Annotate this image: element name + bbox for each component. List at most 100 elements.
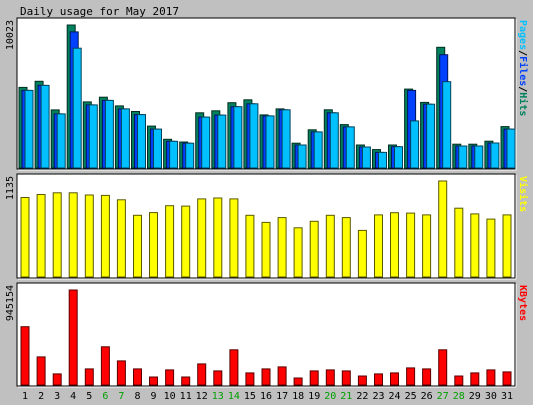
x-tick-label-day-24: 24: [388, 391, 400, 402]
bar-visits-day-9: [150, 213, 158, 277]
bar-pages-day-7: [121, 109, 129, 168]
x-tick-label-day-1: 1: [22, 391, 28, 402]
bar-visits-day-3: [53, 193, 61, 277]
bar-pages-day-15: [250, 104, 258, 168]
bar-kbytes-day-16: [262, 369, 270, 385]
x-tick-label-day-20: 20: [324, 391, 336, 402]
legend-entry: Files: [517, 56, 529, 86]
bar-pages-day-23: [379, 152, 387, 168]
bar-kbytes-day-13: [214, 371, 222, 385]
x-tick-label-day-9: 9: [150, 391, 156, 402]
bar-pages-day-14: [234, 107, 242, 168]
x-tick-label-day-7: 7: [118, 391, 124, 402]
bar-visits-day-6: [101, 195, 109, 277]
bar-pages-day-22: [362, 147, 370, 168]
bar-visits-day-12: [198, 199, 206, 277]
chart-panels: 10023 Pages/Files/Hits 1135 Visits 945154 KBy…: [5, 18, 529, 387]
bar-kbytes-day-21: [342, 371, 350, 385]
x-tick-label-day-31: 31: [501, 391, 513, 402]
bar-pages-day-9: [154, 129, 162, 168]
x-tick-label-day-23: 23: [372, 391, 384, 402]
x-tick-label-day-19: 19: [308, 391, 320, 402]
y-max-label: 1135: [5, 176, 16, 200]
bar-kbytes-day-31: [503, 372, 511, 385]
x-tick-label-day-30: 30: [485, 391, 497, 402]
bar-kbytes-day-26: [423, 369, 431, 385]
bar-visits-day-8: [134, 215, 142, 277]
x-tick-label-day-15: 15: [244, 391, 256, 402]
bar-visits-day-29: [471, 214, 479, 277]
bar-visits-day-19: [310, 221, 318, 277]
bar-visits-day-28: [455, 208, 463, 277]
x-tick-label-day-3: 3: [54, 391, 60, 402]
bar-pages-day-13: [218, 115, 226, 168]
bar-pages-day-4: [73, 48, 81, 168]
legend-entry: KBytes: [517, 285, 528, 321]
bar-pages-day-29: [475, 146, 483, 168]
bar-kbytes-day-10: [166, 370, 174, 385]
legend-kbytes: KBytes: [517, 285, 528, 321]
bar-visits-day-11: [182, 206, 190, 277]
bar-kbytes-day-1: [21, 327, 29, 385]
bar-pages-day-26: [427, 104, 435, 168]
bar-pages-day-30: [491, 143, 499, 168]
x-tick-label-day-27: 27: [437, 391, 449, 402]
bar-visits-day-23: [375, 215, 383, 277]
x-tick-label-day-8: 8: [134, 391, 140, 402]
legend-entry: Hits: [517, 92, 529, 116]
x-tick-label-day-6: 6: [102, 391, 108, 402]
bar-pages-day-6: [105, 100, 113, 168]
bar-pages-day-3: [57, 114, 65, 168]
bar-kbytes-day-27: [439, 350, 447, 385]
bar-pages-day-17: [282, 110, 290, 168]
y-max-label: 945154: [5, 285, 16, 321]
bar-pages-day-5: [89, 105, 97, 168]
legend-entry: Pages: [517, 20, 528, 50]
bar-visits-day-16: [262, 222, 270, 277]
bar-kbytes-day-24: [391, 373, 399, 385]
bar-kbytes-day-2: [37, 357, 45, 385]
bar-visits-day-7: [117, 200, 125, 277]
x-tick-label-day-10: 10: [164, 391, 176, 402]
bar-pages-day-27: [443, 82, 451, 168]
bar-pages-day-18: [298, 145, 306, 168]
bar-visits-day-20: [326, 215, 334, 277]
bar-pages-day-11: [186, 143, 194, 168]
bar-kbytes-day-4: [69, 290, 77, 385]
bar-pages-day-1: [25, 90, 33, 168]
legend-entry: Visits: [517, 176, 529, 212]
bar-kbytes-day-17: [278, 367, 286, 385]
legend-hits_files_pages: Pages/Files/Hits: [517, 20, 529, 116]
bar-visits-day-5: [85, 195, 93, 277]
bar-pages-day-2: [41, 85, 49, 168]
bar-kbytes-day-30: [487, 370, 495, 385]
chart-title: Daily usage for May 2017: [20, 5, 179, 18]
bar-visits-day-15: [246, 215, 254, 277]
bar-kbytes-day-12: [198, 364, 206, 385]
x-tick-label-day-17: 17: [276, 391, 288, 402]
bar-visits-day-13: [214, 198, 222, 277]
bar-visits-day-21: [342, 218, 350, 277]
x-tick-label-day-5: 5: [86, 391, 92, 402]
bar-visits-day-22: [358, 230, 366, 277]
bar-kbytes-day-29: [471, 373, 479, 385]
bar-visits-day-14: [230, 199, 238, 277]
x-tick-label-day-14: 14: [228, 391, 240, 402]
panel-hits_files_pages: 10023 Pages/Files/Hits: [5, 18, 529, 170]
bar-kbytes-day-9: [150, 377, 158, 385]
bar-kbytes-day-18: [294, 378, 302, 385]
x-tick-label-day-2: 2: [38, 391, 44, 402]
y-max-label: 10023: [5, 20, 16, 50]
bar-pages-day-21: [346, 127, 354, 168]
bar-pages-day-16: [266, 116, 274, 168]
bar-visits-day-24: [391, 213, 399, 277]
bar-visits-day-26: [423, 215, 431, 277]
bar-kbytes-day-22: [358, 376, 366, 385]
bar-kbytes-day-20: [326, 370, 334, 385]
bar-visits-day-1: [21, 198, 29, 278]
x-tick-label-day-4: 4: [70, 391, 76, 402]
bar-visits-day-18: [294, 228, 302, 277]
bar-kbytes-day-23: [375, 374, 383, 385]
x-tick-label-day-25: 25: [405, 391, 417, 402]
